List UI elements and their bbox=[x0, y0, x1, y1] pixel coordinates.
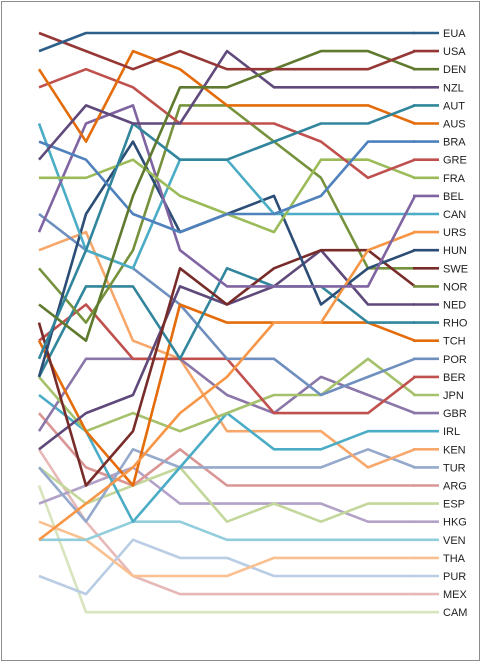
legend-label-ken: KEN bbox=[443, 444, 466, 456]
series-line-tha bbox=[38, 520, 415, 578]
legend-label-swe: SWE bbox=[443, 263, 468, 275]
series-line-ven bbox=[39, 520, 415, 542]
legend-label-mex: MEX bbox=[443, 589, 468, 601]
series-line-ken bbox=[38, 230, 416, 469]
series-line-usa bbox=[38, 31, 416, 71]
series-line-den bbox=[38, 49, 416, 343]
series-line-can bbox=[37, 123, 415, 270]
series-line-nzl bbox=[38, 49, 415, 161]
legend-label-cam: CAM bbox=[443, 607, 467, 619]
legend-label-gre: GRE bbox=[443, 155, 467, 167]
series-line-tch bbox=[37, 303, 416, 487]
series-line-gre bbox=[38, 67, 416, 180]
series-line-urs bbox=[38, 230, 416, 541]
legend-label-den: DEN bbox=[443, 64, 466, 76]
legend-label-fra: FRA bbox=[443, 173, 466, 185]
legend-label-gbr: GBR bbox=[443, 408, 467, 420]
legend-label-nor: NOR bbox=[443, 281, 468, 293]
legend-label-bel: BEL bbox=[443, 191, 464, 203]
series-line-ned bbox=[38, 248, 415, 451]
legend-label-bra: BRA bbox=[443, 137, 466, 149]
legend-label-tha: THA bbox=[443, 553, 466, 565]
legend: EUA USA DEN NZL AUT AUS BRA GRE FRA BEL CAN URS HUN S… bbox=[413, 28, 468, 619]
legend-label-usa: USA bbox=[443, 46, 466, 58]
legend-label-arg: ARG bbox=[443, 481, 467, 493]
legend-label-jpn: JPN bbox=[443, 390, 464, 402]
series-line-mex bbox=[37, 448, 415, 596]
legend-label-tch: TCH bbox=[443, 336, 466, 348]
series-line-bel bbox=[37, 104, 417, 288]
legend-label-ven: VEN bbox=[443, 535, 466, 547]
legend-label-can: CAN bbox=[443, 209, 466, 221]
legend-label-por: POR bbox=[443, 354, 467, 366]
legend-label-urs: URS bbox=[443, 227, 466, 239]
legend-label-eua: EUA bbox=[443, 28, 466, 40]
legend-label-tur: TUR bbox=[443, 462, 466, 474]
series-line-hun bbox=[37, 140, 416, 378]
series-line-aut bbox=[37, 104, 416, 360]
legend-label-ber: BER bbox=[443, 372, 466, 384]
series-line-gbr bbox=[37, 357, 416, 432]
legend-label-pur: PUR bbox=[443, 571, 466, 583]
series-line-aus bbox=[37, 49, 416, 143]
legend-label-rho: RHO bbox=[443, 318, 468, 330]
series-line-hkg bbox=[38, 466, 415, 524]
legend-label-hun: HUN bbox=[443, 245, 467, 257]
legend-label-aus: AUS bbox=[443, 119, 466, 131]
series-line-jpn bbox=[38, 357, 416, 433]
legend-label-aut: AUT bbox=[443, 100, 465, 112]
plot-lines bbox=[37, 31, 417, 614]
series-line-rho bbox=[37, 266, 415, 378]
series-line-cam bbox=[37, 485, 415, 614]
legend-label-hkg: HKG bbox=[443, 517, 467, 529]
legend-label-nzl: NZL bbox=[443, 82, 464, 94]
series-line-pur bbox=[38, 538, 415, 596]
series-line-arg bbox=[38, 412, 415, 487]
series-line-eua bbox=[38, 31, 415, 53]
series-line-swe bbox=[37, 248, 416, 487]
legend-label-ned: NED bbox=[443, 300, 466, 312]
series-line-bra bbox=[38, 140, 415, 234]
legend-label-esp: ESP bbox=[443, 499, 465, 511]
legend-label-irl: IRL bbox=[443, 426, 460, 438]
